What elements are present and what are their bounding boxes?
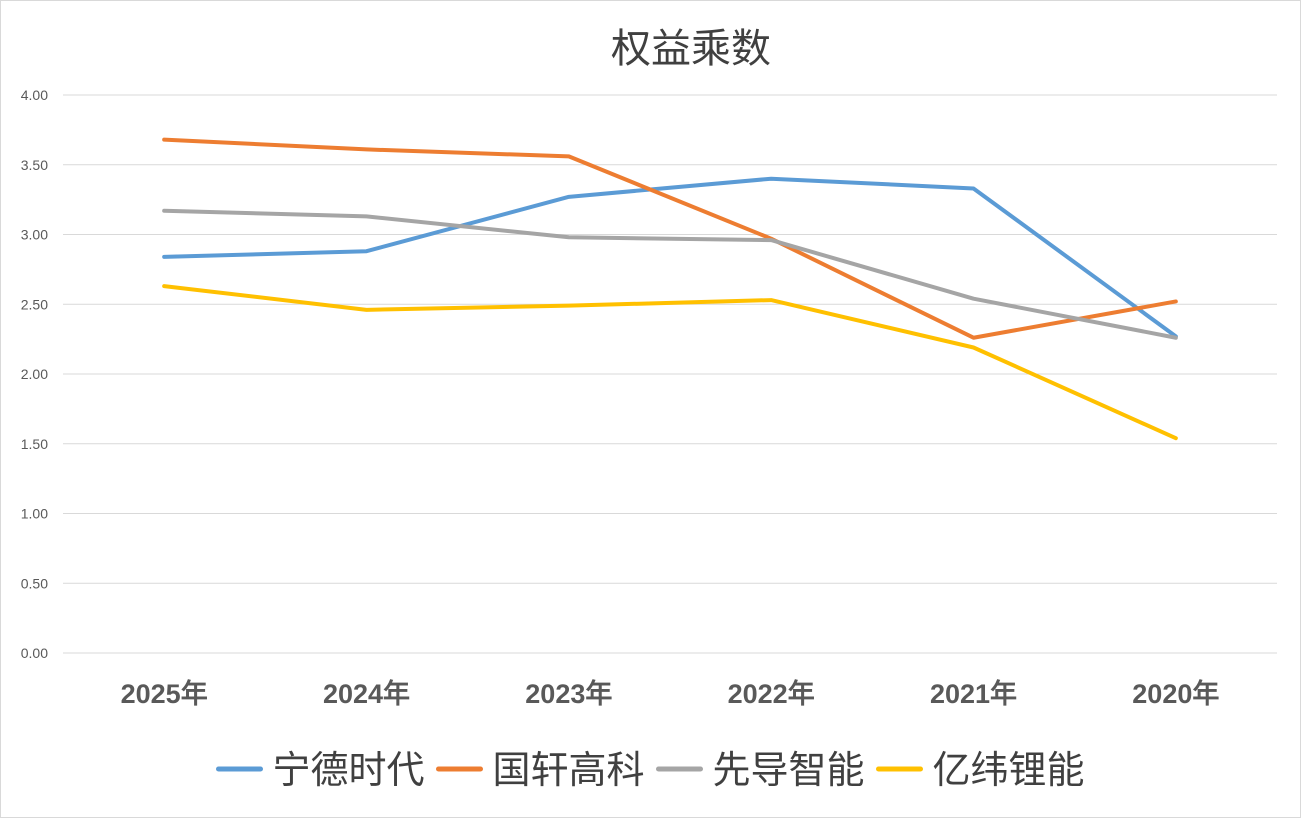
y-tick-label: 3.00 — [21, 227, 48, 243]
legend: 宁德时代 国轩高科 先导智能 亿纬锂能 — [216, 748, 1085, 792]
gridlines — [63, 94, 1277, 654]
x-tick-label: 2020年 — [1132, 678, 1219, 709]
y-tick-label: 0.00 — [21, 645, 48, 661]
y-tick-label: 1.00 — [21, 506, 48, 522]
legend-label-3: 先导智能 — [713, 748, 865, 792]
x-axis-ticks: 2025年 2024年 2023年 2022年 2021年 2020年 — [121, 678, 1220, 709]
x-tick-label: 2021年 — [930, 678, 1017, 709]
series-line-3 — [162, 208, 1178, 340]
y-tick-label: 2.50 — [21, 296, 48, 312]
x-tick-label: 2022年 — [728, 678, 815, 709]
y-tick-label: 0.50 — [21, 575, 48, 591]
y-axis-ticks: 0.00 0.50 1.00 1.50 2.00 2.50 3.00 3.50 4.00 — [21, 87, 48, 661]
y-tick-label: 2.00 — [21, 366, 48, 382]
legend-label-2: 国轩高科 — [493, 748, 645, 792]
legend-label-1: 宁德时代 — [273, 748, 425, 792]
y-tick-label: 1.50 — [21, 436, 48, 452]
series-line-1 — [162, 176, 1178, 339]
y-tick-label: 3.50 — [21, 157, 48, 173]
legend-label-4: 亿纬锂能 — [933, 748, 1085, 792]
y-tick-label: 4.00 — [21, 87, 48, 103]
chart-title: 权益乘数 — [611, 26, 771, 72]
x-tick-label: 2025年 — [121, 678, 208, 709]
x-tick-label: 2024年 — [323, 678, 410, 709]
series-line-4 — [162, 284, 1178, 441]
series-lines — [162, 137, 1178, 441]
series-line-2 — [162, 137, 1178, 340]
x-tick-label: 2023年 — [525, 678, 612, 709]
